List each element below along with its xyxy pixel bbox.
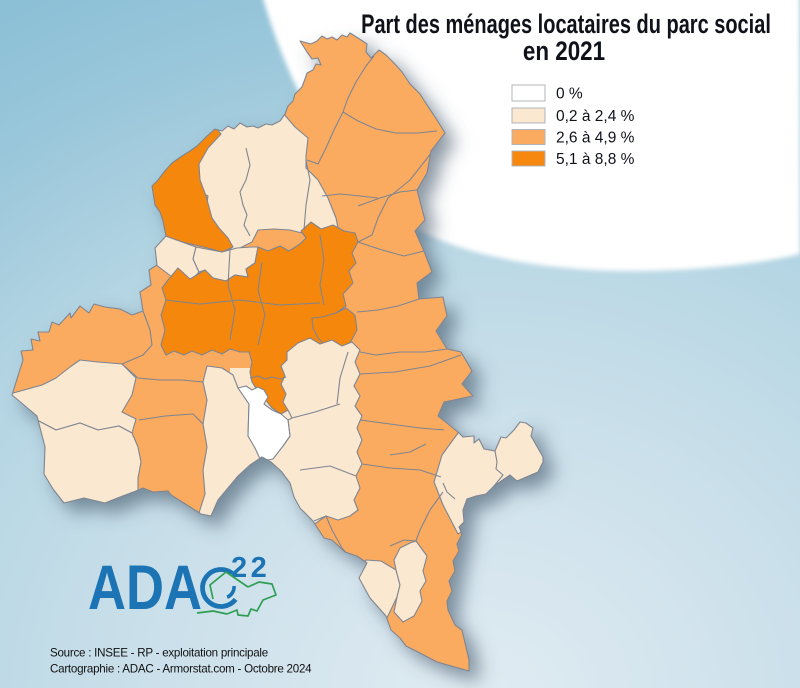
svg-text:0,2 à 2,4 %: 0,2 à 2,4 % [556,108,635,125]
svg-text:2,6 à 4,9 %: 2,6 à 4,9 % [556,130,635,147]
svg-text:Source : INSEE - RP - exploita: Source : INSEE - RP - exploitation princ… [50,647,268,660]
svg-text:Cartographie : ADAC - Armorsta: Cartographie : ADAC - Armorstat.com - Oc… [50,663,312,676]
svg-text:ADA: ADA [88,553,202,623]
svg-text:en 2021: en 2021 [523,37,605,66]
svg-text:0 %: 0 % [556,86,583,103]
svg-text:Part des ménages locataires du: Part des ménages locataires du parc soci… [361,9,771,40]
svg-text:5,1 à 8,8 %: 5,1 à 8,8 % [556,151,635,168]
